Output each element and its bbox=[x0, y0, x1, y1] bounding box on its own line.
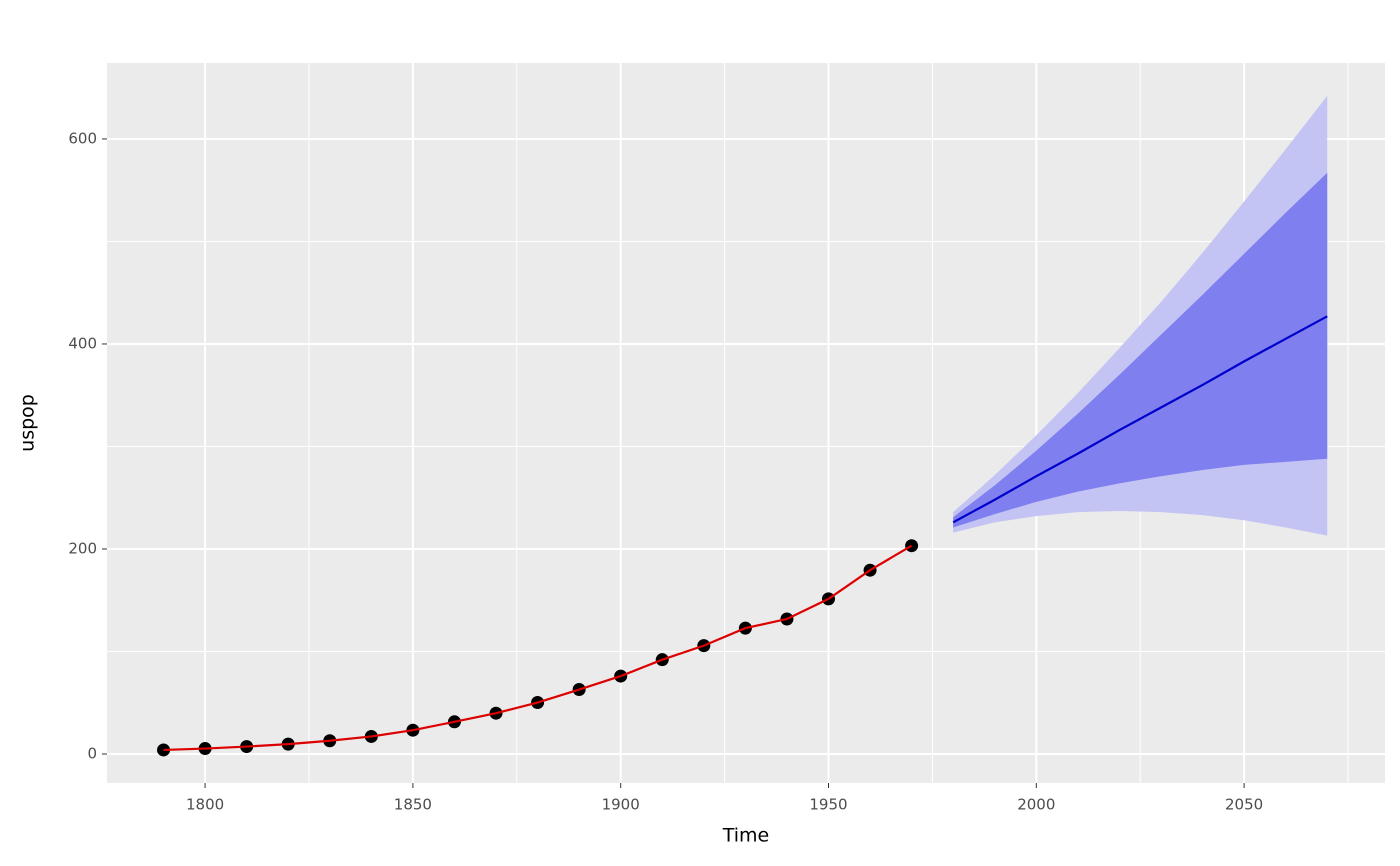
axes: 1800 1850 1900 1950 2000 2050 0 200 400 600 bbox=[68, 129, 1263, 813]
x-tick-label: 1950 bbox=[809, 796, 847, 814]
marks bbox=[157, 95, 1328, 757]
y-tick-label: 0 bbox=[87, 744, 97, 762]
y-tick-label: 400 bbox=[68, 334, 97, 352]
x-tick-label: 2000 bbox=[1017, 796, 1055, 814]
y-axis-title: uspop bbox=[17, 394, 39, 452]
x-tick-label: 2050 bbox=[1225, 796, 1263, 814]
band-80 bbox=[953, 172, 1328, 528]
y-tick-label: 200 bbox=[68, 539, 97, 557]
x-tick-label: 1800 bbox=[186, 796, 224, 814]
x-tick-label: 1900 bbox=[602, 796, 640, 814]
observed-line bbox=[163, 544, 913, 752]
x-axis-title: Time bbox=[722, 825, 770, 847]
y-tick-label: 600 bbox=[68, 129, 97, 147]
forecast-line bbox=[952, 315, 1328, 524]
x-tick-label: 1850 bbox=[394, 796, 432, 814]
